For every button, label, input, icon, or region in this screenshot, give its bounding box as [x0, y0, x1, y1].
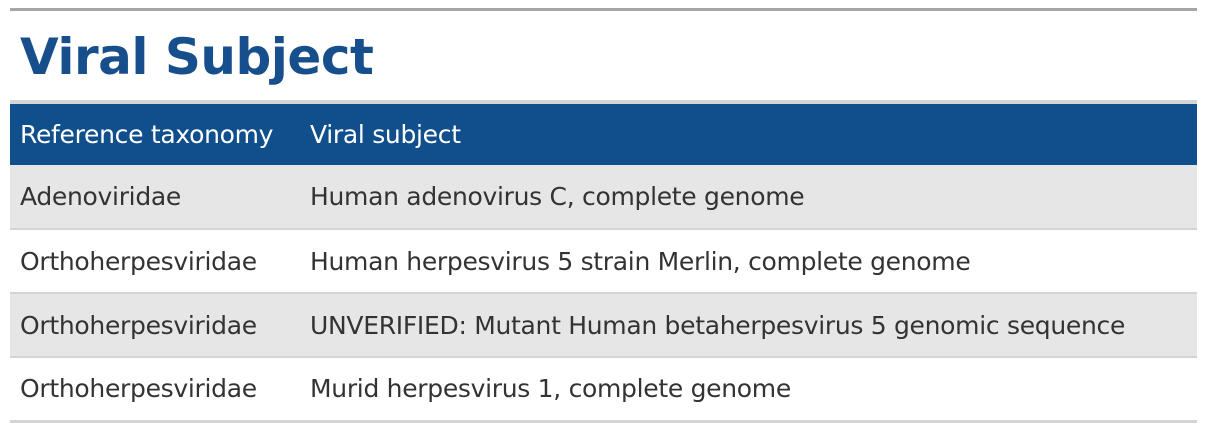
table-row: Orthoherpesviridae Murid herpesvirus 1, …: [10, 357, 1197, 421]
page-title: Viral Subject: [20, 28, 374, 86]
table-row: Adenoviridae Human adenovirus C, complet…: [10, 165, 1197, 229]
column-header-viral-subject[interactable]: Viral subject: [310, 120, 461, 149]
top-divider: [10, 8, 1197, 11]
column-header-reference-taxonomy[interactable]: Reference taxonomy: [20, 120, 274, 149]
cell-reference-taxonomy: Orthoherpesviridae: [20, 374, 257, 404]
viral-subject-table-container: Reference taxonomy Viral subject Adenovi…: [10, 100, 1197, 423]
viral-subject-table: Reference taxonomy Viral subject Adenovi…: [10, 104, 1197, 423]
cell-viral-subject: UNVERIFIED: Mutant Human betaherpesvirus…: [310, 310, 1126, 340]
table-body: Adenoviridae Human adenovirus C, complet…: [10, 165, 1197, 421]
cell-viral-subject: Human herpesvirus 5 strain Merlin, compl…: [310, 246, 971, 276]
cell-viral-subject: Human adenovirus C, complete genome: [310, 182, 805, 211]
cell-reference-taxonomy: Orthoherpesviridae: [20, 310, 257, 340]
cell-viral-subject: Murid herpesvirus 1, complete genome: [310, 374, 791, 404]
table-row: Orthoherpesviridae UNVERIFIED: Mutant Hu…: [10, 293, 1197, 357]
table-header-row: Reference taxonomy Viral subject: [10, 104, 1197, 165]
cell-reference-taxonomy: Orthoherpesviridae: [20, 246, 257, 276]
table-header: Reference taxonomy Viral subject: [10, 104, 1197, 165]
table-row: Orthoherpesviridae Human herpesvirus 5 s…: [10, 229, 1197, 293]
cell-reference-taxonomy: Adenoviridae: [20, 182, 181, 211]
